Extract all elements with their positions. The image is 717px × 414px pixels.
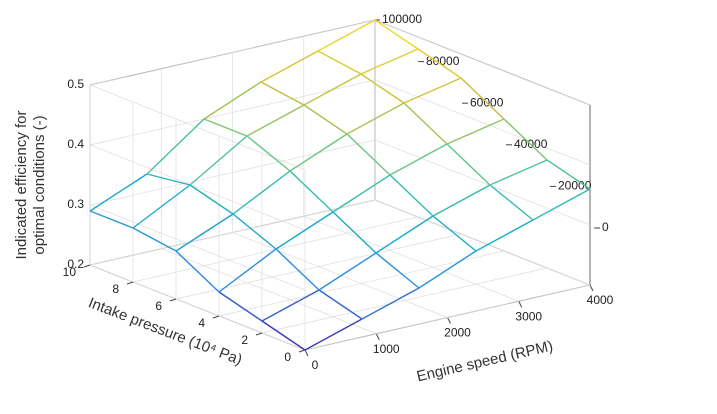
grid-line xyxy=(160,68,377,335)
mesh-edge xyxy=(375,252,420,289)
y-axis-label: Intake pressure (10⁴ Pa) xyxy=(86,294,244,368)
mesh-edge xyxy=(532,188,591,221)
mesh-edge xyxy=(332,211,377,254)
x-tick-label: 0 xyxy=(312,358,319,372)
colorbar-tick-label: 0 xyxy=(602,220,609,234)
mesh-edge xyxy=(89,210,134,229)
tick-mark xyxy=(375,333,380,340)
mesh-edge xyxy=(289,170,334,213)
mesh-edge xyxy=(418,250,477,289)
tick-mark xyxy=(83,264,91,268)
tick-mark xyxy=(212,315,220,319)
mesh-edge xyxy=(360,73,405,104)
mesh-edge xyxy=(389,143,448,176)
mesh-edge xyxy=(275,248,320,291)
z-axis-label: optimal conditions (-) xyxy=(31,115,48,254)
mesh-edge xyxy=(403,102,448,145)
y-tick-label: 4 xyxy=(198,316,205,330)
grid-line xyxy=(88,139,591,291)
colorbar-tick-label: 20000 xyxy=(558,179,592,193)
mesh-edge xyxy=(389,174,434,217)
x-axis-label: Engine speed (RPM) xyxy=(415,338,554,386)
mesh-edge xyxy=(203,118,248,137)
mesh-edge xyxy=(446,143,491,186)
y-tick-label: 0 xyxy=(284,350,291,364)
y-tick-label: 6 xyxy=(155,299,162,313)
mesh-edge xyxy=(89,173,148,212)
z-tick-label: 0.2 xyxy=(67,257,84,271)
mesh-edge xyxy=(489,159,548,186)
mesh-edge xyxy=(261,320,306,351)
mesh-edge xyxy=(289,133,348,172)
mesh-edge xyxy=(275,211,334,250)
mesh-edge xyxy=(189,184,234,215)
mesh-edge xyxy=(360,48,419,75)
tick-mark xyxy=(298,349,306,353)
x-tick-label: 2000 xyxy=(444,326,471,340)
mesh-edge xyxy=(332,174,391,213)
mesh-edge xyxy=(146,173,191,186)
mesh-edge xyxy=(218,291,263,322)
mesh-edge xyxy=(546,159,591,190)
mesh-edge xyxy=(203,81,262,120)
mesh-edge xyxy=(432,184,491,217)
mesh-edge xyxy=(375,215,434,254)
mesh-edge xyxy=(346,133,391,176)
mesh-edge xyxy=(417,48,462,79)
mesh-edge xyxy=(232,213,277,250)
y-tick-label: 8 xyxy=(112,282,119,296)
x-tick-label: 3000 xyxy=(515,309,542,323)
y-tick-label: 2 xyxy=(241,333,248,347)
mesh-edge xyxy=(132,227,177,252)
mesh-edge xyxy=(432,215,477,252)
mesh-edge xyxy=(489,184,534,221)
mesh-edge xyxy=(318,289,363,320)
mesh-edge xyxy=(475,219,534,252)
mesh-edge xyxy=(175,213,234,252)
y-tick-label: 10 xyxy=(63,265,77,279)
colorbar-tick-label: 100000 xyxy=(382,12,422,26)
mesh-edge xyxy=(246,104,305,137)
grid-line xyxy=(303,36,519,302)
mesh-edge xyxy=(260,81,305,106)
mesh-edge xyxy=(146,118,205,175)
mesh-edge xyxy=(503,118,548,161)
mesh-edge xyxy=(317,50,362,75)
mesh-edge xyxy=(260,50,319,83)
mesh-edge xyxy=(318,252,377,291)
mesh-edge xyxy=(303,73,362,106)
tick-mark xyxy=(447,317,451,324)
mesh-edge xyxy=(403,77,462,104)
mesh-edge xyxy=(218,248,277,293)
mesh-edge xyxy=(232,170,291,215)
tick-mark xyxy=(169,298,177,302)
mesh-edge xyxy=(303,104,348,135)
mesh-edge xyxy=(374,19,419,50)
mesh-edge xyxy=(132,184,191,229)
z-tick-label: 0.4 xyxy=(67,137,84,151)
tick-mark xyxy=(518,301,523,308)
mesh-edge xyxy=(346,102,405,135)
mesh-edge xyxy=(189,135,248,186)
z-tick-label: 0.3 xyxy=(67,197,84,211)
mesh-edge xyxy=(317,19,376,52)
mesh-edge xyxy=(261,289,320,322)
tick-mark xyxy=(304,349,309,357)
mesh-edge xyxy=(446,118,505,145)
tick-mark xyxy=(126,281,134,285)
mesh-edge xyxy=(361,287,420,320)
grid-line xyxy=(232,52,448,318)
z-tick-label: 0.5 xyxy=(67,77,84,91)
tick-mark xyxy=(589,284,594,292)
mesh-edge xyxy=(460,77,505,120)
mesh-edge xyxy=(175,250,220,293)
x-tick-label: 4000 xyxy=(587,293,614,307)
z-axis-label: Indicated efficiency for xyxy=(13,111,30,260)
colorbar-tick-label: 80000 xyxy=(426,54,460,68)
mesh-edge xyxy=(246,135,291,172)
mesh-edge xyxy=(304,318,363,351)
tick-mark xyxy=(255,332,263,336)
x-tick-label: 1000 xyxy=(373,342,400,356)
